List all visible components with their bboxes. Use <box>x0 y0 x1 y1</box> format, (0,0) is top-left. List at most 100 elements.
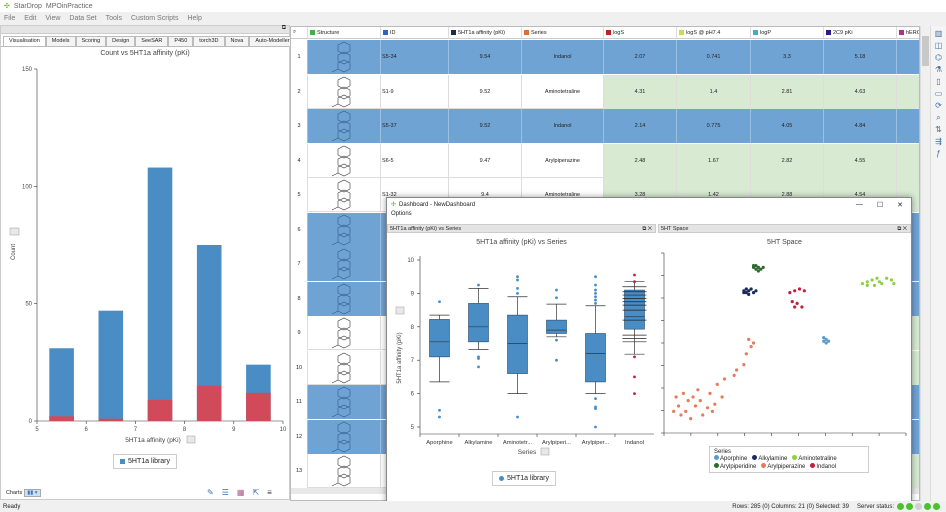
table-row[interactable]: 4 S6-5 9.47 Arylpiperazine 2.48 1.67 2.82 4.55 <box>291 143 919 178</box>
structure-cell[interactable] <box>308 419 381 454</box>
tab-p450[interactable]: P450 <box>168 36 194 46</box>
edit-axes-icon[interactable]: ✎ <box>207 488 214 497</box>
legend-item[interactable]: Arylpiperazine <box>761 463 805 470</box>
tab-torch3d[interactable]: torch3D <box>193 36 225 46</box>
charts-selector[interactable]: Charts ▮▮ ▾ <box>6 489 41 497</box>
menu-item[interactable]: Edit <box>24 14 37 22</box>
structure-cell[interactable] <box>308 281 381 316</box>
structure-cell[interactable] <box>308 316 381 350</box>
chart-legend[interactable]: 5HT1a library <box>113 454 178 469</box>
table-cell[interactable]: 9.54 <box>449 40 522 74</box>
tab-visualisation[interactable]: Visualisation <box>3 36 46 46</box>
table-row[interactable]: 1 S5-34 9.54 Indanol 2.07 0.741 3.3 5.18 <box>291 40 919 74</box>
corner-icon[interactable]: ⌕ <box>291 27 308 39</box>
function-icon[interactable]: ƒ <box>936 149 941 158</box>
boxplot-legend[interactable]: 5HT1a library <box>492 471 557 486</box>
legend-item[interactable]: Indanol <box>810 463 836 470</box>
table-cell[interactable]: 2.81 <box>751 74 824 109</box>
columns-icon[interactable]: ▯ <box>936 77 941 86</box>
table-cell[interactable]: S1-32 <box>381 178 449 212</box>
link-icon[interactable]: ⇶ <box>935 137 942 146</box>
table-cell[interactable]: 4.55 <box>824 143 897 178</box>
table-cell[interactable]: Aminotetraline <box>522 74 604 109</box>
vertical-scrollbar[interactable] <box>920 26 930 501</box>
table-cell[interactable] <box>897 40 919 74</box>
legend-item[interactable]: Aminotetraline <box>792 455 837 462</box>
column-header[interactable]: Structure <box>308 27 381 39</box>
menu-item[interactable]: Data Set <box>69 14 97 22</box>
maximize-button[interactable]: ☐ <box>876 201 884 209</box>
minimize-button[interactable]: — <box>855 200 863 208</box>
menu-item[interactable]: File <box>4 14 16 22</box>
table-cell[interactable]: S1-9 <box>381 74 449 109</box>
export-chart-icon[interactable]: ⇱ <box>252 488 260 497</box>
table-cell[interactable] <box>897 74 919 109</box>
menu-item[interactable]: Help <box>187 14 202 22</box>
table-cell[interactable]: 9.4 <box>449 178 522 212</box>
undock-icon[interactable]: ⧉ <box>281 25 286 31</box>
menu-item[interactable]: View <box>45 14 61 22</box>
table-cell[interactable]: 2.82 <box>751 143 824 178</box>
menu-icon[interactable]: ≡ <box>267 488 272 497</box>
column-header[interactable]: Series <box>522 27 604 39</box>
legend-item[interactable]: Aporphine <box>714 455 747 462</box>
table-cell[interactable]: Aminotetraline <box>522 178 604 212</box>
panel-close-icon[interactable]: ⧉ ✕ <box>642 226 652 232</box>
table-cell[interactable] <box>897 143 919 178</box>
table-cell[interactable]: 9.52 <box>449 109 522 143</box>
table-cell[interactable]: 9.47 <box>449 143 522 178</box>
column-header[interactable]: 5HT1a affinity (pKi) <box>449 27 522 39</box>
table-cell[interactable]: 1.67 <box>677 143 751 178</box>
column-header[interactable]: ID <box>381 27 449 39</box>
table-cell[interactable]: 3.3 <box>751 40 824 74</box>
menu-item[interactable]: Custom Scripts <box>130 14 179 22</box>
table-cell[interactable]: 0.775 <box>677 109 751 143</box>
chart-icon[interactable]: ◫ <box>934 41 943 50</box>
table-row[interactable]: 3 S5-37 9.52 Indanol 2.14 0.775 4.05 4.84 <box>291 109 919 143</box>
zoom-icon[interactable]: ⌕ <box>936 113 941 122</box>
filter-icon[interactable]: ▭ <box>934 89 943 98</box>
structure-cell[interactable] <box>308 350 381 385</box>
structure-cell[interactable] <box>308 40 381 74</box>
table-cell[interactable]: Arylpiperazine <box>522 143 604 178</box>
table-cell[interactable]: 2.14 <box>604 109 677 143</box>
list-icon[interactable]: ☰ <box>221 488 229 497</box>
structure-cell[interactable] <box>308 143 381 178</box>
table-cell[interactable]: S5-37 <box>381 109 449 143</box>
molecule-icon[interactable]: ⌬ <box>935 53 942 62</box>
table-cell[interactable]: 1.4 <box>677 74 751 109</box>
column-header[interactable]: logS @ pH7.4 <box>677 27 751 39</box>
table-cell[interactable]: S6-5 <box>381 143 449 178</box>
tab-scoring[interactable]: Scoring <box>75 36 107 46</box>
table-cell[interactable]: 5.18 <box>824 40 897 74</box>
tab-nova[interactable]: Nova <box>224 36 250 46</box>
table-cell[interactable]: 9.52 <box>449 74 522 109</box>
table-cell[interactable]: 2.48 <box>604 143 677 178</box>
column-header[interactable]: 2C9 pKi <box>824 27 897 39</box>
structure-cell[interactable] <box>308 385 381 419</box>
refresh-icon[interactable]: ⟳ <box>935 101 942 110</box>
column-header[interactable]: hERG <box>897 27 919 39</box>
table-row[interactable]: 5 S1-32 9.4 Aminotetraline 3.28 1.42 2.88 4.54 <box>291 178 919 212</box>
tab-design[interactable]: Design <box>106 36 136 46</box>
table-cell[interactable]: 2.07 <box>604 40 677 74</box>
column-header[interactable]: logS <box>604 27 677 39</box>
flask-icon[interactable]: ⚗ <box>934 65 943 74</box>
table-row[interactable]: 2 S1-9 9.52 Aminotetraline 4.31 1.4 2.81 4.63 <box>291 74 919 109</box>
structure-cell[interactable] <box>308 454 381 488</box>
menu-item[interactable]: Tools <box>105 14 122 22</box>
column-header[interactable]: logP <box>751 27 824 39</box>
structure-cell[interactable] <box>308 247 381 281</box>
tab-auto-modeller[interactable]: Auto-Modeller <box>249 36 296 46</box>
table-cell[interactable]: 4.84 <box>824 109 897 143</box>
table-cell[interactable]: Indanol <box>522 40 604 74</box>
bar-chart-icon[interactable]: ▮▮ ▾ <box>24 489 41 497</box>
table-cell[interactable]: 4.63 <box>824 74 897 109</box>
table-cell[interactable] <box>897 109 919 143</box>
tab-seesar[interactable]: SeeSAR <box>135 36 169 46</box>
tab-models[interactable]: Models <box>45 36 76 46</box>
table-cell[interactable]: 4.31 <box>604 74 677 109</box>
legend-item[interactable]: Alkylamine <box>752 455 787 462</box>
table-cell[interactable]: 4.05 <box>751 109 824 143</box>
color-grid-icon[interactable]: ▦ <box>236 488 245 497</box>
